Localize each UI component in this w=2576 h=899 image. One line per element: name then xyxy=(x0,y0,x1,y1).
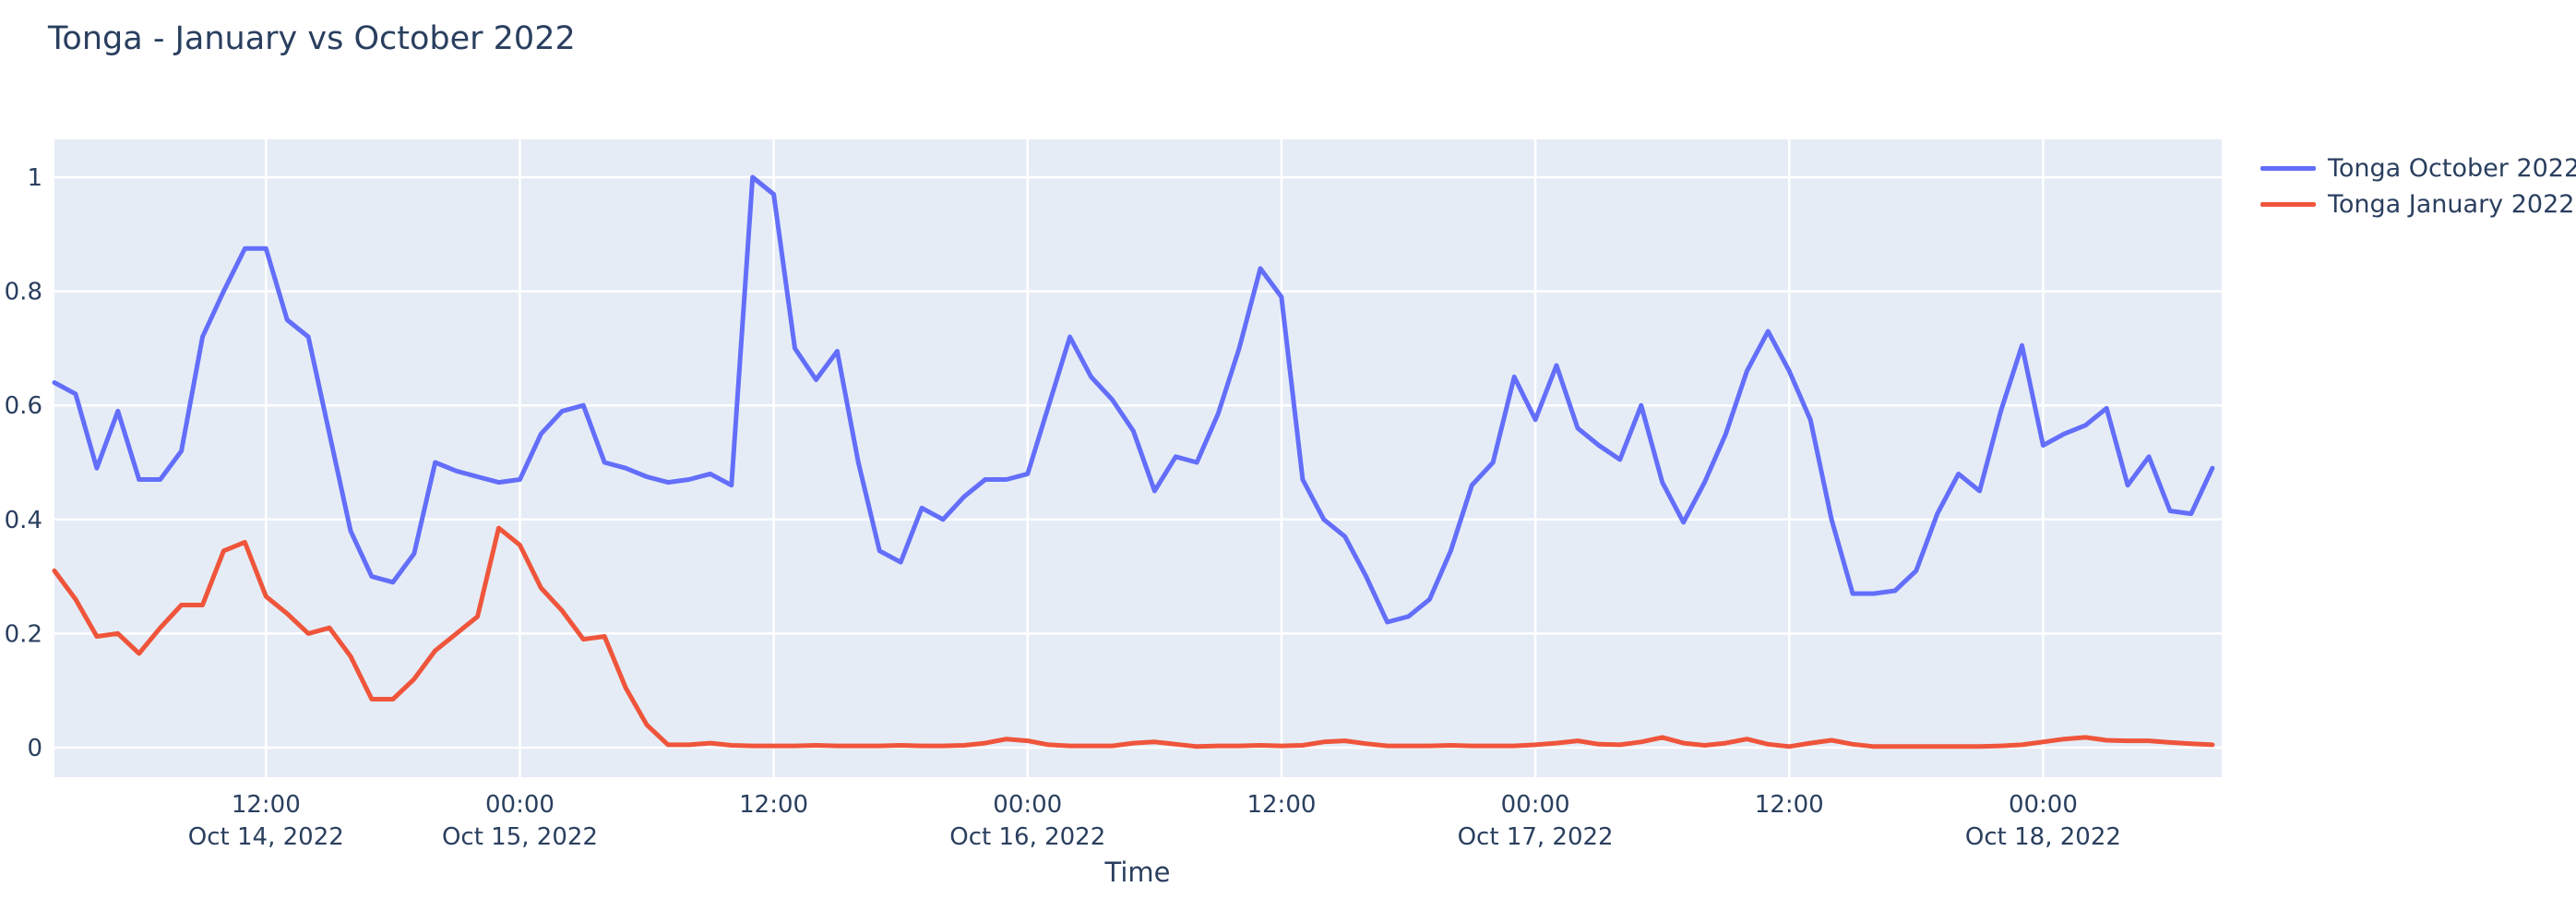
legend-item-label: Tonga January 2022 xyxy=(2328,189,2575,219)
x-tick-label-time: 00:00 xyxy=(1501,791,1570,819)
y-tick-label: 0.8 xyxy=(5,279,42,306)
x-axis-title: Time xyxy=(1104,857,1171,888)
x-tick-label-date: Oct 14, 2022 xyxy=(188,823,344,851)
legend-item-label: Tonga October 2022 xyxy=(2328,153,2576,183)
legend-line-swatch-icon xyxy=(2260,165,2316,171)
x-tick-label-date: Oct 16, 2022 xyxy=(949,823,1105,851)
legend-item-tonga-january-2022[interactable]: Tonga January 2022 xyxy=(2260,189,2576,219)
chart-title: Tonga - January vs October 2022 xyxy=(48,20,576,57)
y-tick-label: 1 xyxy=(27,164,42,192)
legend-line-swatch-icon xyxy=(2260,201,2316,207)
x-tick-label-time: 12:00 xyxy=(1755,791,1824,819)
y-tick-label: 0 xyxy=(27,735,42,762)
x-tick-label-time: 12:00 xyxy=(739,791,808,819)
y-tick-label: 0.2 xyxy=(5,620,42,648)
series-line-tonga-january-2022[interactable] xyxy=(52,525,2215,749)
x-tick-label-time: 00:00 xyxy=(993,791,1062,819)
y-tick-label: 0.6 xyxy=(5,392,42,420)
y-tick-label: 0.4 xyxy=(5,507,42,534)
legend: Tonga October 2022 Tonga January 2022 xyxy=(2260,153,2576,219)
x-tick-label-date: Oct 17, 2022 xyxy=(1458,823,1614,851)
x-tick-label-time: 00:00 xyxy=(485,791,555,819)
x-tick-label-time: 00:00 xyxy=(2009,791,2078,819)
plot-area[interactable] xyxy=(54,139,2222,777)
x-tick-label-time: 12:00 xyxy=(1246,791,1316,819)
series-line-tonga-october-2022[interactable] xyxy=(52,174,2215,625)
x-tick-label-date: Oct 15, 2022 xyxy=(442,823,598,851)
x-tick-label-date: Oct 18, 2022 xyxy=(1965,823,2121,851)
legend-item-tonga-october-2022[interactable]: Tonga October 2022 xyxy=(2260,153,2576,183)
x-tick-label-time: 12:00 xyxy=(232,791,301,819)
